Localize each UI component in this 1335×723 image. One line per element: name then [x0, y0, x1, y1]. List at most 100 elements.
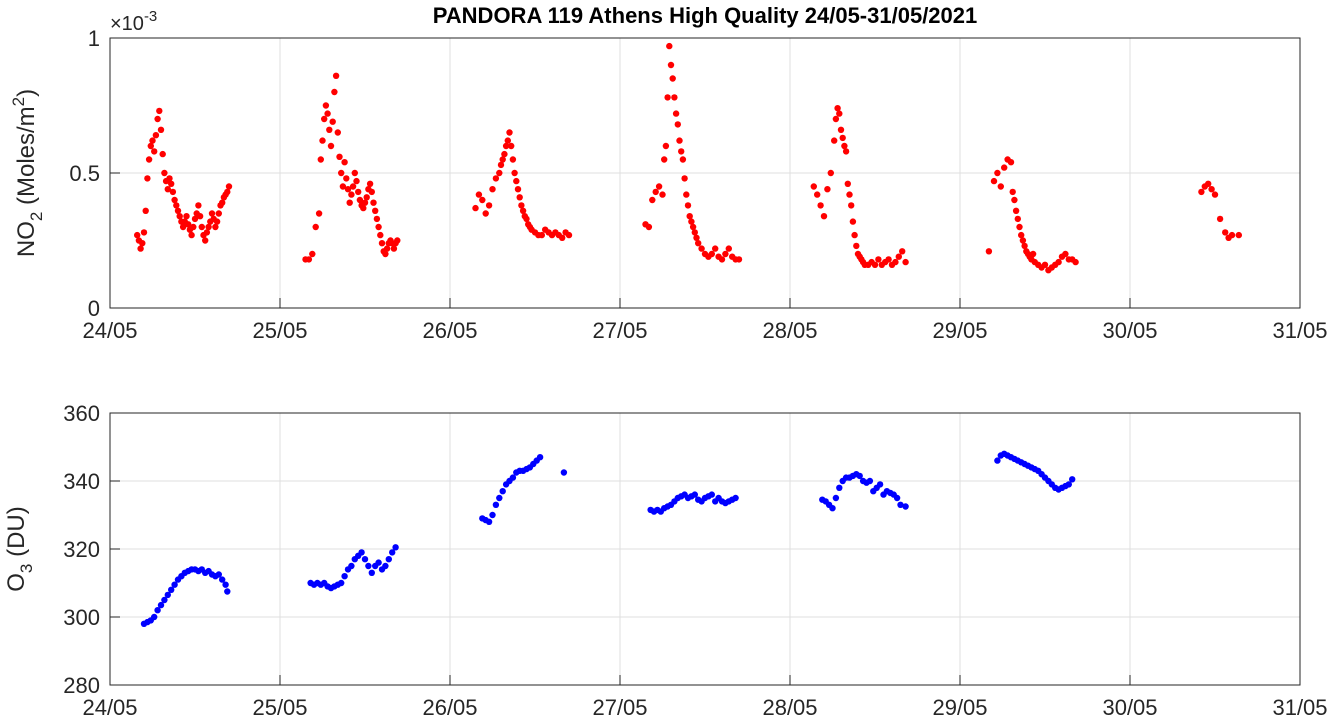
o3-data-point [219, 576, 226, 583]
no2-x-tick-label: 30/05 [1102, 318, 1157, 343]
no2-y-tick-label: 1 [88, 26, 100, 51]
no2-data-point [383, 245, 391, 252]
no2-data-point [349, 183, 357, 190]
no2-data-point [849, 218, 857, 225]
no2-data-point [875, 256, 882, 263]
o3-x-tick-label: 28/05 [762, 695, 817, 720]
no2-data-point [837, 126, 845, 133]
no2-data-point [164, 186, 171, 193]
o3-y-tick-label: 360 [63, 401, 100, 426]
no2-data-point [144, 175, 151, 182]
o3-data-point [154, 607, 161, 614]
o3-data-point [866, 477, 874, 485]
no2-data-point [212, 223, 219, 231]
no2-data-point [1011, 196, 1018, 204]
no2-data-point [514, 186, 522, 193]
o3-data-point [365, 562, 372, 570]
no2-data-point [831, 137, 838, 144]
o3-data-point [358, 549, 365, 556]
no2-data-point [196, 213, 204, 220]
no2-data-point [689, 223, 697, 231]
o3-data-point [732, 494, 739, 502]
o3-data-point [171, 581, 178, 588]
no2-data-point [659, 191, 666, 198]
no2-data-point [1222, 229, 1229, 236]
no2-data-point [892, 258, 899, 266]
no2-data-point [479, 196, 486, 204]
no2-data-point [820, 213, 828, 220]
no2-data-point [686, 213, 693, 220]
no2-data-point [341, 159, 348, 166]
o3-y-tick-label: 340 [63, 469, 100, 494]
no2-data-point [179, 223, 187, 231]
o3-data-point [496, 494, 503, 502]
no2-data-point [1029, 250, 1037, 258]
no2-x-ticks: 24/05 25/05 26/05 27/05 28/05 29/05 30/05 31/05 [82, 298, 1328, 343]
no2-data-point [315, 210, 323, 217]
no2-data-point [559, 234, 566, 241]
no2-data-point [171, 196, 178, 204]
no2-data-point [519, 207, 527, 214]
no2-data-point [683, 191, 690, 198]
o3-data-point [382, 562, 389, 570]
no2-data-point [161, 169, 168, 177]
no2-data-point [708, 250, 715, 258]
no2-data-point [695, 240, 702, 247]
no2-data-point [134, 231, 141, 239]
o3-data-point [164, 591, 171, 599]
no2-data-point [693, 234, 700, 241]
no2-data-point [329, 118, 336, 125]
no2-ylabel-sup: 2 [9, 97, 28, 106]
no2-data-point [834, 105, 841, 112]
no2-data-point [712, 245, 719, 252]
no2-data-point [725, 245, 732, 252]
o3-data-point [161, 596, 168, 604]
no2-data-point [377, 231, 384, 239]
no2-data-point [1211, 191, 1219, 198]
no2-data-point [895, 253, 902, 260]
no2-data-point [649, 196, 656, 204]
no2-data-point [208, 210, 216, 217]
no2-y-tick-label: 0 [88, 296, 100, 321]
no2-data-point [1016, 223, 1023, 231]
no2-data-point [183, 213, 190, 220]
no2-data-point [152, 132, 160, 139]
o3-data-point [829, 505, 836, 512]
no2-data-point [523, 215, 530, 223]
no2-data-point [224, 188, 231, 196]
no2-data-point [326, 126, 333, 133]
no2-data-point [154, 115, 161, 123]
no2-data-point [190, 223, 197, 231]
o3-x-tick-label: 26/05 [422, 695, 477, 720]
no2-data-point [353, 177, 360, 185]
no2-data-point [351, 169, 358, 177]
o3-x-tick-label: 27/05 [592, 695, 647, 720]
no2-data-point [735, 256, 743, 263]
o3-data-point [492, 501, 500, 508]
no2-data-point [159, 150, 166, 158]
no2-data-point [718, 256, 726, 263]
o3-ylabel-sub: 3 [17, 564, 36, 573]
o3-data-point [392, 544, 399, 551]
no2-data-point [390, 245, 398, 252]
no2-data-point [832, 115, 840, 123]
o3-data-point [151, 613, 158, 621]
o3-data-point [691, 491, 698, 498]
no2-data-point [312, 223, 319, 231]
no2-points [134, 42, 1243, 274]
no2-data-point [378, 240, 386, 247]
o3-data-point [361, 556, 369, 563]
o3-x-tick-label: 29/05 [932, 695, 987, 720]
no2-data-point [508, 142, 515, 150]
no2-data-point [645, 223, 653, 231]
no2-data-point [157, 126, 165, 133]
no2-data-point [137, 245, 144, 252]
no2-data-point [348, 191, 355, 198]
no2-data-point [497, 161, 505, 169]
no2-ylabel-sub: 2 [27, 212, 46, 221]
no2-data-point [198, 223, 205, 231]
no2-data-point [188, 231, 195, 239]
no2-data-point [698, 245, 705, 252]
no2-x-tick-label: 24/05 [82, 318, 137, 343]
o3-data-point [215, 571, 222, 578]
